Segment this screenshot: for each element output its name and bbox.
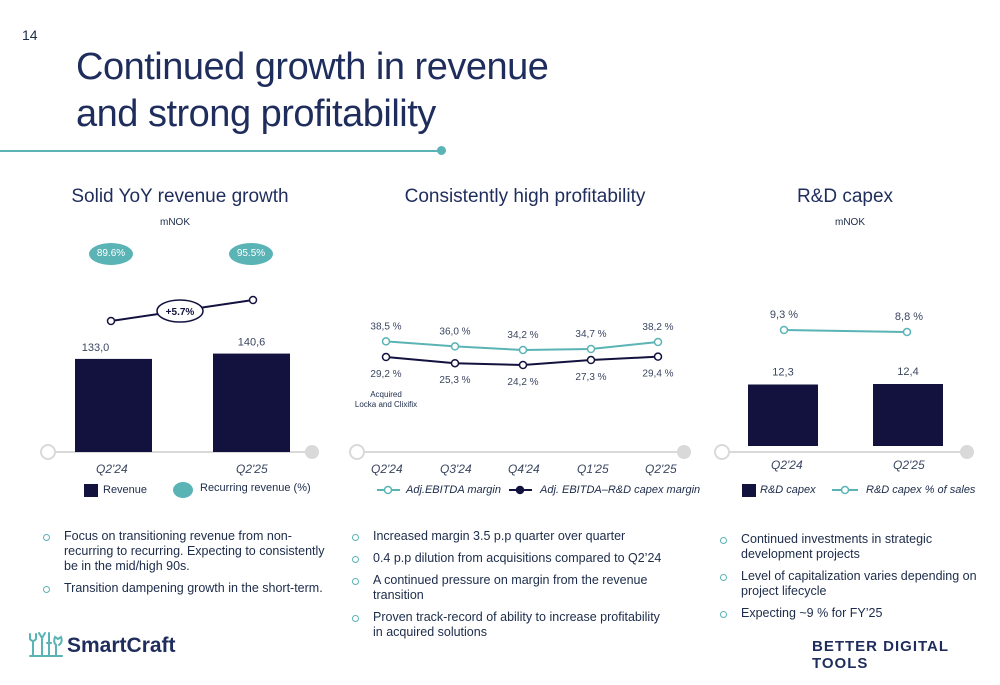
bullet-col3-1: Level of capitalization varies depending…	[717, 569, 987, 599]
chart3: 12,3 12,4 9,3 % 8,8 %	[714, 309, 974, 460]
legend-revenue-label: Revenue	[103, 484, 148, 496]
chart2-title: Consistently high profitability	[404, 186, 646, 207]
chart3-unit: mNOK	[835, 217, 865, 228]
chart3-bar-label-q2-25: 12,4	[897, 366, 918, 378]
chart1-bar-q2-25	[213, 353, 290, 452]
chart3-axis-end-dot	[960, 445, 974, 459]
chart2-point-s0-4	[653, 337, 663, 347]
page-title-line-1: Continued growth in revenue	[76, 46, 549, 88]
chart2-x-label-0: Q2'24	[371, 462, 403, 476]
chart2-axis-end-dot	[677, 445, 691, 459]
chart2-point-s1-2	[518, 360, 528, 370]
chart2-label-s0-0: 38,5 %	[370, 321, 401, 332]
chart1-x-label-q2-25: Q2'25	[236, 462, 268, 476]
legend-adj-ebitda-rd-label: Adj. EBITDA–R&D capex margin	[540, 484, 701, 496]
chart1-recurring-badge-q2-24: 89.6%	[89, 243, 133, 265]
chart2-point-s0-2	[518, 345, 528, 355]
chart3-title: R&D capex	[796, 186, 894, 207]
chart1-growth-dot-end	[248, 295, 258, 305]
chart2-point-s1-0	[381, 352, 391, 362]
chart3-bar-label-q2-24: 12,3	[772, 367, 793, 379]
bullet-col2-1: 0.4 p.p dilution from acquisitions compa…	[349, 551, 669, 566]
chart2-label-s1-0: 29,2 %	[370, 369, 401, 380]
chart2-point-s0-1	[450, 342, 460, 351]
chart3-pct-dot-q2-24	[779, 325, 789, 335]
bullet-col1-1: Transition dampening growth in the short…	[40, 581, 330, 596]
chart2-label-s1-1: 25,3 %	[439, 375, 470, 386]
legend-rd-pct-dot	[840, 485, 850, 495]
chart3-x-label-q2-24: Q2'24	[771, 458, 803, 472]
legend-recurring-swatch	[173, 482, 193, 498]
chart2-annotation-line-2: Locka and Clixifix	[355, 400, 417, 409]
chart2-label-s0-3: 34,7 %	[575, 329, 606, 340]
bullet-col2-0: Increased margin 3.5 p.p quarter over qu…	[349, 529, 669, 544]
footer-tagline: BETTER DIGITAL TOOLS	[812, 638, 949, 672]
chart2: 38,5 % 36,0 % 34,2 % 34,7 % 38,2 % 29,2 % 25,3…	[349, 321, 691, 460]
tools-logo-icon	[29, 632, 63, 657]
bullet-col1-0: Focus on transitioning revenue from non-…	[40, 529, 330, 574]
page-number: 14	[22, 27, 38, 43]
bullet-col2-2: A continued pressure on margin from the …	[349, 573, 669, 603]
chart1-title: Solid YoY revenue growth	[71, 186, 289, 207]
chart3-bar-q2-25	[873, 384, 943, 446]
page-title-line-2: and strong profitability	[76, 93, 436, 135]
title-underline-dot	[437, 146, 446, 155]
bullets-col2: Increased margin 3.5 p.p quarter over qu…	[349, 529, 669, 647]
legend-adj-ebitda-rd-dot	[515, 485, 525, 495]
page-title: Continued growth in revenue and strong p…	[76, 44, 549, 138]
chart1-unit: mNOK	[160, 217, 190, 228]
chart3-pct-label-q2-24: 9,3 %	[770, 309, 798, 321]
legend-adj-ebitda-dot	[383, 485, 393, 495]
chart1-bar-q2-24	[75, 358, 152, 452]
chart2-point-s1-3	[586, 355, 596, 365]
chart2-annotation-line-1: Acquired	[370, 390, 402, 399]
chart3-pct-dot-q2-25	[902, 327, 912, 337]
chart1-x-label-q2-24: Q2'24	[96, 462, 128, 476]
title-underline	[0, 150, 440, 152]
bullet-col2-3: Proven track-record of ability to increa…	[349, 610, 669, 640]
chart2-label-s1-4: 29,4 %	[642, 369, 673, 380]
chart2-point-s0-3	[586, 344, 596, 354]
chart3-x-label-q2-25: Q2'25	[893, 458, 925, 472]
chart3-bar-q2-24	[748, 384, 818, 446]
legend-adj-ebitda-label: Adj.EBITDA margin	[406, 484, 501, 496]
chart2-point-s0-0	[381, 337, 391, 346]
chart2-x-label-4: Q2'25	[645, 462, 677, 476]
chart3-pct-line	[783, 329, 908, 333]
chart1: 133,0 140,6 +5.7%	[40, 295, 319, 460]
chart2-label-s0-4: 38,2 %	[642, 322, 673, 333]
chart2-x-label-1: Q3'24	[440, 462, 472, 476]
chart1-growth-dot-start	[106, 316, 116, 326]
chart3-pct-label-q2-25: 8,8 %	[895, 311, 923, 323]
legend-recurring-label: Recurring revenue (%)	[200, 482, 311, 494]
chart1-bar-label-q2-24: 133,0	[82, 342, 110, 354]
chart1-recurring-badge-q2-25: 95.5%	[229, 243, 273, 265]
legend-revenue-swatch	[84, 484, 98, 497]
chart2-point-s1-4	[653, 352, 663, 361]
chart3-axis-start-dot	[714, 444, 730, 460]
chart1-growth-label: +5.7%	[166, 307, 195, 318]
chart2-axis-start-dot	[349, 444, 365, 460]
bullets-col3: Continued investments in strategic devel…	[717, 532, 987, 628]
chart2-x-label-2: Q4'24	[508, 462, 540, 476]
bullet-col3-0: Continued investments in strategic devel…	[717, 532, 987, 562]
bullet-col3-2: Expecting ~9 % for FY’25	[717, 606, 987, 621]
chart2-x-label-3: Q1'25	[577, 462, 609, 476]
chart2-label-s0-1: 36,0 %	[439, 326, 470, 337]
chart1-growth-badge	[156, 299, 204, 323]
chart2-label-s0-2: 34,2 %	[507, 330, 538, 341]
chart2-label-s1-3: 27,3 %	[575, 372, 606, 383]
legend-rd-capex-swatch	[742, 484, 756, 497]
chart1-bar-label-q2-25: 140,6	[238, 337, 266, 349]
chart2-label-s1-2: 24,2 %	[507, 377, 538, 388]
footer-logo-text: SmartCraft	[67, 634, 176, 657]
bullets-col1: Focus on transitioning revenue from non-…	[40, 529, 330, 603]
chart1-axis-start-dot	[40, 444, 56, 460]
chart2-point-s1-1	[450, 358, 460, 368]
legend-rd-pct-label: R&D capex % of sales	[866, 484, 976, 496]
chart1-axis-end-dot	[305, 445, 319, 459]
legend-rd-capex-label: R&D capex	[760, 484, 816, 496]
